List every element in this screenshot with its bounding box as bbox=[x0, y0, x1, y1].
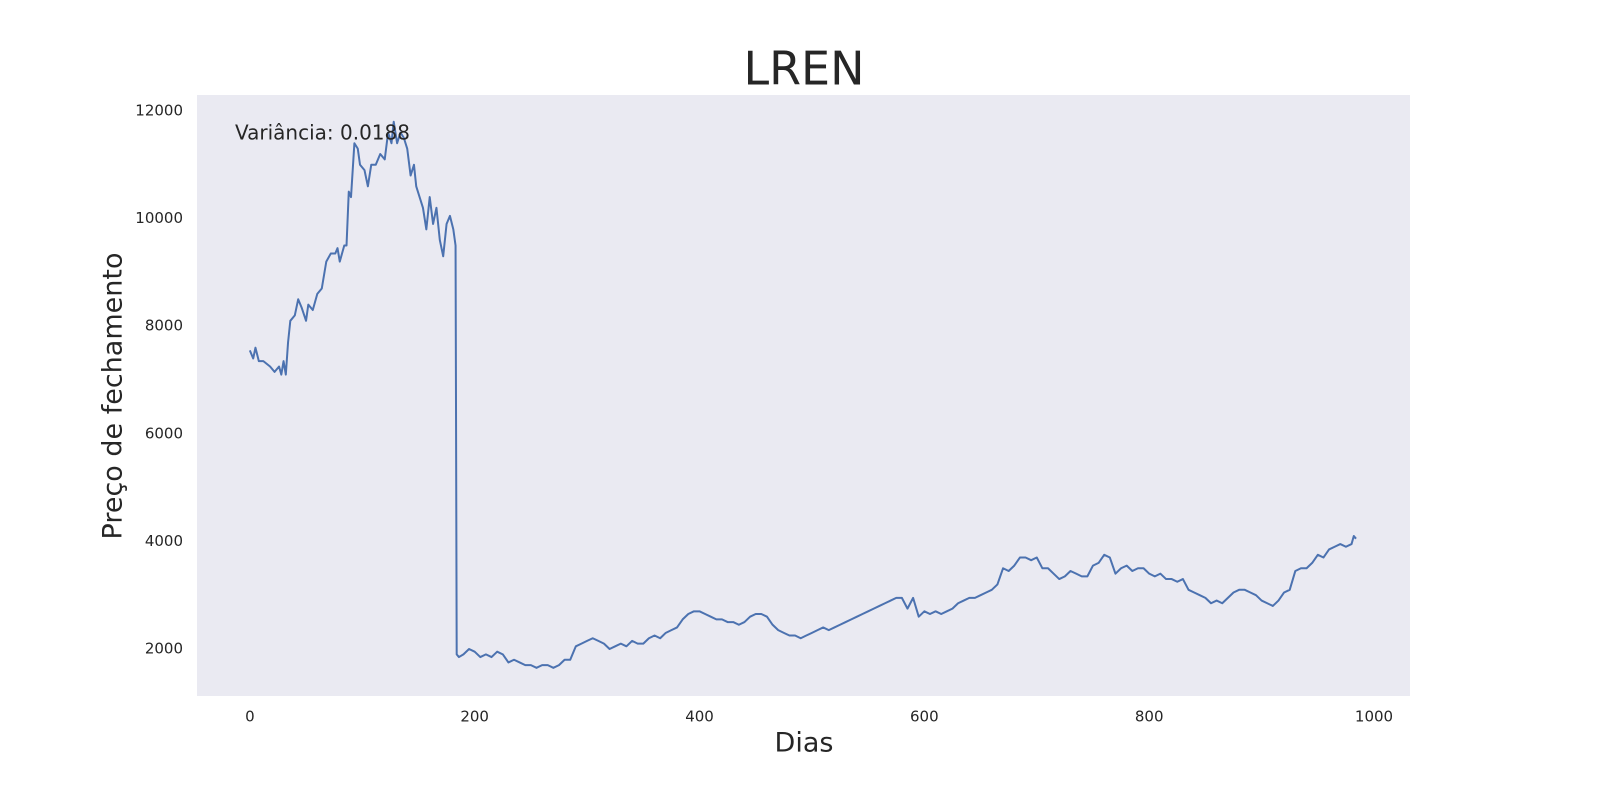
y-tick-label: 2000 bbox=[145, 639, 183, 657]
x-tick-label: 600 bbox=[910, 708, 939, 726]
y-axis-label: Preço de fechamento bbox=[98, 253, 129, 540]
y-tick-label: 10000 bbox=[135, 209, 183, 227]
y-tick-label: 8000 bbox=[145, 317, 183, 335]
chart-title: LREN bbox=[743, 42, 864, 96]
line-series bbox=[248, 120, 1357, 669]
y-tick-label: 4000 bbox=[145, 532, 183, 550]
x-tick-label: 0 bbox=[245, 708, 255, 726]
x-axis-label: Dias bbox=[775, 728, 834, 759]
x-tick-label: 800 bbox=[1135, 708, 1164, 726]
x-tick-label: 200 bbox=[460, 708, 489, 726]
plot-area bbox=[197, 95, 1410, 696]
y-tick-label: 12000 bbox=[135, 101, 183, 119]
y-tick-label: 6000 bbox=[145, 424, 183, 442]
x-tick-label: 400 bbox=[685, 708, 714, 726]
x-tick-label: 1000 bbox=[1355, 708, 1393, 726]
annotation: Variância: 0.0188 bbox=[235, 121, 410, 145]
